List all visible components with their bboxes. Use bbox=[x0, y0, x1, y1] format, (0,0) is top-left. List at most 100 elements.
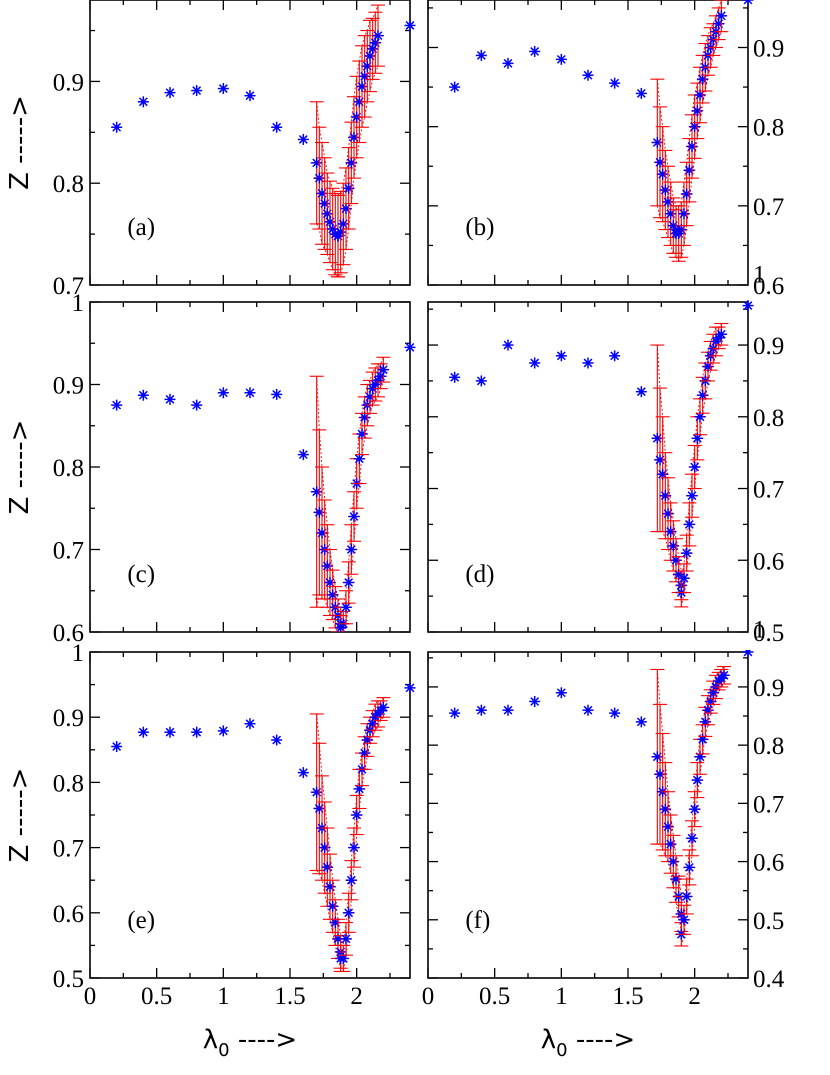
data-point-stroke bbox=[743, 0, 750, 5]
y-tick-label: 0.6 bbox=[753, 273, 784, 300]
x-tick-label: 1 bbox=[555, 983, 568, 1010]
panel-label: (c) bbox=[127, 561, 155, 588]
data-point bbox=[555, 687, 567, 699]
x-axis-subscript: 0 bbox=[556, 1040, 567, 1061]
data-point-stroke bbox=[450, 372, 460, 382]
data-point bbox=[137, 389, 149, 401]
data-point-stroke bbox=[503, 340, 513, 350]
data-point bbox=[359, 70, 371, 82]
data-point bbox=[665, 526, 677, 538]
data-point bbox=[297, 133, 309, 145]
data-point bbox=[667, 856, 679, 868]
y-tick-label: 1 bbox=[753, 261, 766, 288]
data-point-stroke bbox=[352, 810, 362, 820]
data-point bbox=[665, 838, 677, 850]
error-trace-lower-right bbox=[675, 31, 722, 263]
panel-label: (d) bbox=[465, 561, 494, 588]
x-tick-label: 0.5 bbox=[141, 983, 172, 1010]
data-point bbox=[635, 716, 647, 728]
data-point bbox=[689, 461, 701, 473]
data-point-stroke bbox=[556, 351, 566, 361]
x-tick-label: 0 bbox=[422, 983, 435, 1010]
data-point-stroke bbox=[192, 727, 202, 737]
data-point bbox=[654, 768, 666, 780]
data-point bbox=[449, 707, 461, 719]
y-tick-label: 0.7 bbox=[53, 273, 84, 300]
x-axis-title: λ0 ----> bbox=[203, 1025, 297, 1061]
data-point bbox=[327, 900, 339, 912]
data-point bbox=[313, 802, 325, 814]
y-tick-label: 0.6 bbox=[53, 901, 84, 928]
x-tick-label: 2 bbox=[688, 983, 701, 1010]
error-trace-upper-right bbox=[337, 4, 379, 196]
data-point bbox=[191, 399, 203, 411]
data-point bbox=[681, 188, 693, 200]
error-trace-upper-right bbox=[675, 0, 722, 211]
data-point-stroke bbox=[405, 21, 415, 30]
data-point-stroke bbox=[344, 908, 354, 918]
data-point bbox=[337, 952, 349, 964]
data-point bbox=[678, 572, 690, 584]
data-point-stroke bbox=[530, 47, 540, 56]
y-tick-label: 0.7 bbox=[53, 836, 84, 863]
data-point bbox=[359, 747, 371, 759]
data-point-stroke bbox=[690, 804, 700, 814]
data-point bbox=[529, 357, 541, 369]
data-point bbox=[681, 891, 693, 902]
data-point bbox=[609, 350, 621, 362]
data-point bbox=[372, 30, 384, 42]
data-point-stroke bbox=[476, 50, 486, 60]
data-point bbox=[337, 218, 349, 230]
data-point bbox=[345, 544, 357, 555]
data-point bbox=[217, 387, 229, 399]
data-point bbox=[742, 650, 754, 658]
data-point-stroke bbox=[746, 0, 753, 5]
panel-f: 0.40.50.60.70.80.910 0.5 1 1.5 2λ0 ---->(f) bbox=[422, 617, 785, 1061]
data-point-stroke bbox=[687, 833, 697, 843]
data-point-stroke bbox=[450, 82, 460, 92]
data-point-stroke bbox=[165, 727, 175, 737]
data-point-stroke bbox=[192, 400, 202, 410]
panel-label: (e) bbox=[127, 907, 155, 934]
data-point bbox=[324, 881, 336, 893]
data-point-stroke bbox=[636, 88, 646, 98]
data-point bbox=[582, 704, 594, 716]
data-point bbox=[137, 726, 149, 738]
y-tick-label: 0.9 bbox=[753, 36, 784, 63]
y-tick-label: 0.6 bbox=[753, 850, 784, 877]
data-layer bbox=[111, 341, 416, 632]
panel-a: 0.7 0.8 0.9 Z -----> (a) bbox=[5, 0, 416, 300]
data-point bbox=[319, 198, 331, 210]
data-point bbox=[321, 861, 333, 873]
error-trace-upper-left bbox=[316, 376, 342, 608]
data-point-stroke bbox=[636, 717, 646, 727]
y-tick-label: 0.5 bbox=[753, 620, 784, 647]
data-point-stroke bbox=[354, 784, 364, 794]
data-layer bbox=[449, 0, 754, 263]
data-point bbox=[635, 87, 647, 99]
y-tick-label: 0.5 bbox=[53, 966, 84, 993]
data-point bbox=[691, 774, 703, 786]
data-layer bbox=[449, 650, 754, 947]
data-layer bbox=[449, 300, 754, 608]
data-point-stroke bbox=[716, 329, 726, 339]
data-point-stroke bbox=[138, 97, 148, 107]
error-trace-upper-left bbox=[656, 669, 682, 897]
x-axis-arrow: ----> bbox=[230, 1025, 298, 1055]
data-point-stroke bbox=[450, 708, 460, 718]
x-tick-label: 0.5 bbox=[479, 983, 510, 1010]
data-point bbox=[335, 226, 347, 238]
data-point-stroke bbox=[556, 54, 566, 64]
data-point bbox=[742, 300, 754, 312]
data-point bbox=[137, 96, 149, 108]
data-point bbox=[651, 137, 663, 148]
data-point bbox=[582, 69, 594, 81]
data-point bbox=[311, 486, 323, 498]
data-point-stroke bbox=[610, 708, 620, 718]
data-point bbox=[702, 704, 714, 716]
x-axis-symbol: λ bbox=[541, 1025, 556, 1055]
data-point-stroke bbox=[743, 301, 753, 311]
data-point bbox=[217, 83, 229, 95]
x-axis-title: λ0 ----> bbox=[541, 1025, 635, 1061]
data-point-stroke bbox=[338, 954, 348, 963]
